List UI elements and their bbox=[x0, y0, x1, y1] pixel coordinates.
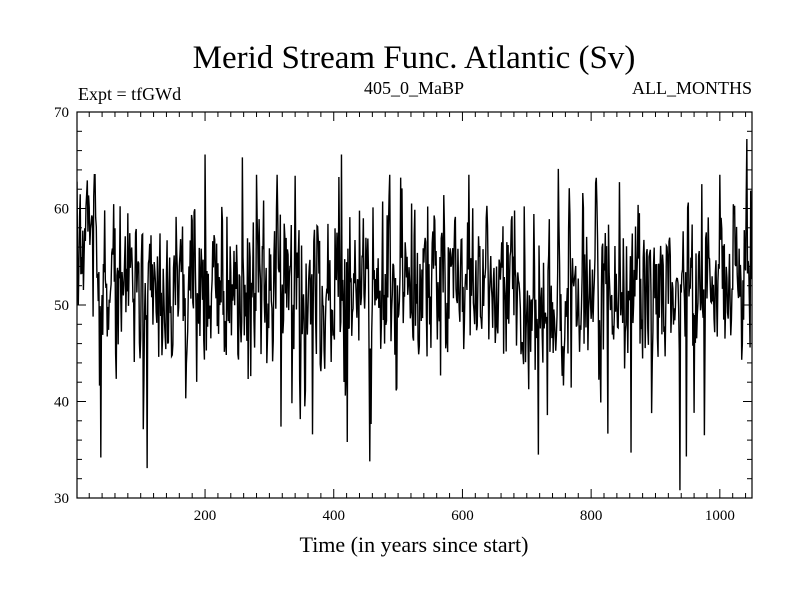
x-axis: 200 400 600 800 1000 bbox=[88, 112, 747, 524]
x-tick-label: 400 bbox=[322, 508, 345, 524]
chart-title: Merid Stream Func. Atlantic (Sv) bbox=[193, 40, 636, 76]
months-label: ALL_MONTHS bbox=[632, 78, 752, 98]
series-line bbox=[77, 139, 752, 491]
plot-frame bbox=[76, 111, 753, 499]
y-tick-label: 30 bbox=[54, 491, 69, 507]
y-axis: 30 40 50 60 70 bbox=[54, 105, 752, 507]
x-tick-label: 200 bbox=[194, 508, 217, 524]
period-label: 405_0_MaBP bbox=[364, 78, 464, 98]
y-tick-label: 50 bbox=[54, 298, 69, 314]
x-tick-label: 800 bbox=[580, 508, 603, 524]
x-tick-label: 1000 bbox=[705, 508, 735, 524]
y-tick-label: 60 bbox=[54, 202, 69, 218]
x-tick-label: 600 bbox=[451, 508, 474, 524]
y-tick-label: 70 bbox=[54, 105, 69, 121]
x-axis-label: Time (in years since start) bbox=[300, 532, 529, 557]
y-tick-label: 40 bbox=[54, 395, 69, 411]
experiment-label: Expt = tfGWd bbox=[78, 84, 181, 104]
